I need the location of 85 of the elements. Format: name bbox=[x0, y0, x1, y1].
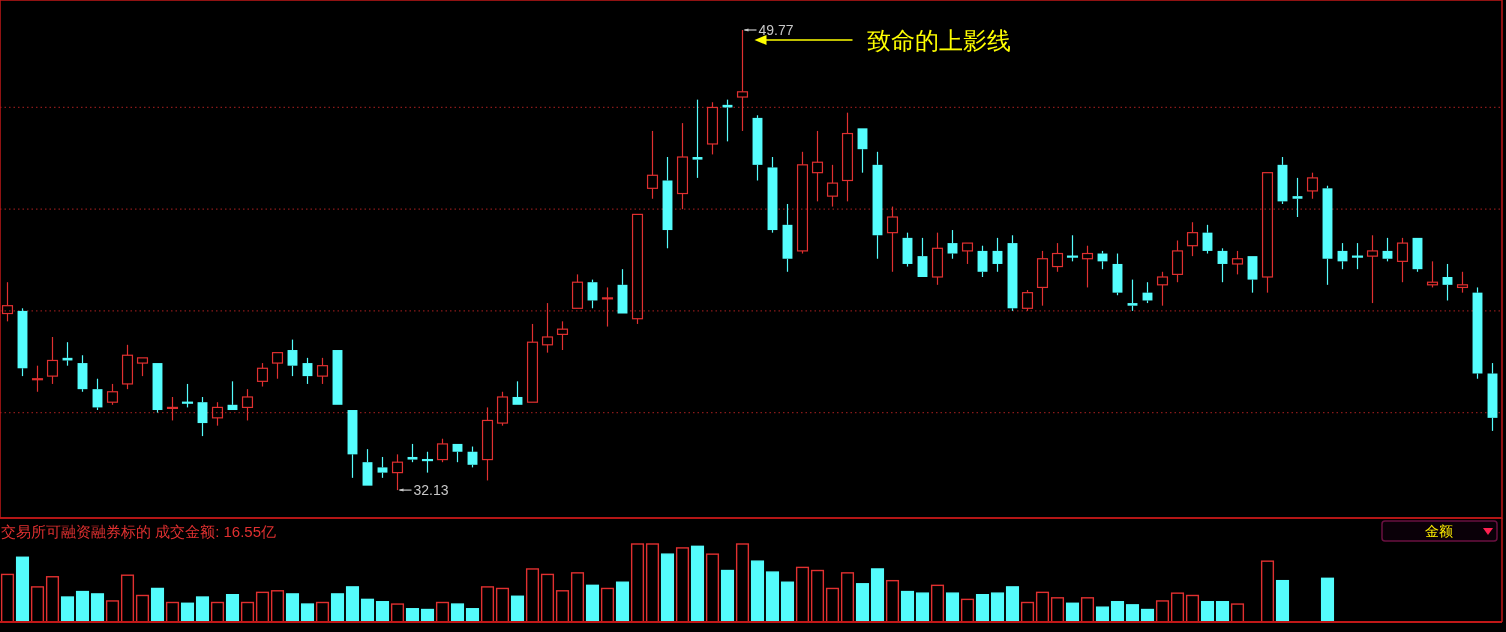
bar bbox=[1125, 604, 1140, 623]
bar bbox=[1050, 597, 1065, 623]
bar bbox=[1110, 601, 1125, 623]
text: 金额 bbox=[1425, 523, 1453, 539]
bar bbox=[795, 566, 810, 623]
bar bbox=[225, 594, 240, 623]
bar bbox=[840, 572, 855, 623]
bar bbox=[915, 592, 930, 623]
bar bbox=[1080, 597, 1095, 623]
bar bbox=[1005, 586, 1020, 623]
bar bbox=[660, 553, 675, 623]
bar bbox=[360, 598, 375, 623]
bar bbox=[375, 601, 390, 623]
bar bbox=[630, 543, 645, 623]
bar bbox=[345, 586, 360, 623]
bar bbox=[735, 543, 750, 623]
bar bbox=[900, 590, 915, 623]
bar bbox=[885, 579, 900, 623]
bar bbox=[450, 603, 465, 623]
bar bbox=[990, 592, 1005, 623]
bar bbox=[30, 586, 45, 623]
bar bbox=[600, 587, 615, 623]
bar bbox=[120, 574, 135, 623]
bar bbox=[0, 573, 15, 623]
bar bbox=[90, 593, 105, 623]
bar bbox=[555, 590, 570, 623]
bar bbox=[60, 596, 75, 623]
bar bbox=[570, 572, 585, 623]
bar bbox=[1155, 600, 1170, 623]
annotation: 32.13 bbox=[413, 482, 449, 499]
bar bbox=[1185, 594, 1200, 623]
bar bbox=[1230, 603, 1245, 623]
bar bbox=[975, 594, 990, 623]
bar bbox=[540, 573, 555, 623]
bar bbox=[690, 545, 705, 623]
bar bbox=[1200, 601, 1215, 623]
bar bbox=[480, 586, 495, 623]
bar bbox=[210, 601, 225, 623]
bar bbox=[675, 547, 690, 623]
bar bbox=[1320, 577, 1335, 623]
bar bbox=[645, 543, 660, 623]
bar bbox=[330, 593, 345, 623]
bar bbox=[945, 592, 960, 623]
bar bbox=[315, 601, 330, 623]
bar bbox=[300, 603, 315, 623]
bar bbox=[615, 581, 630, 623]
bar bbox=[705, 553, 720, 623]
bar bbox=[510, 595, 525, 623]
bar bbox=[285, 593, 300, 623]
bar bbox=[135, 594, 150, 623]
bar bbox=[270, 590, 285, 623]
bar bbox=[15, 556, 30, 623]
bar bbox=[765, 571, 780, 623]
chart-title: 交易所可融资融券标的 成交金额: 16.55亿 bbox=[1, 523, 277, 540]
bar bbox=[1170, 592, 1185, 623]
bar bbox=[150, 587, 165, 623]
bar bbox=[585, 584, 600, 623]
bar bbox=[1215, 601, 1230, 623]
bar bbox=[525, 568, 540, 623]
annotation: 致命的上影线 bbox=[866, 26, 1011, 54]
bar bbox=[165, 601, 180, 623]
bar bbox=[855, 583, 870, 623]
bar bbox=[1275, 579, 1290, 623]
bar bbox=[1095, 606, 1110, 623]
bar bbox=[240, 601, 255, 623]
bar bbox=[750, 560, 765, 623]
bar bbox=[105, 600, 120, 623]
bar bbox=[1020, 601, 1035, 623]
bar bbox=[1035, 591, 1050, 623]
bar bbox=[45, 576, 60, 623]
bar bbox=[780, 581, 795, 623]
bar bbox=[810, 569, 825, 623]
bar bbox=[930, 584, 945, 623]
annotation: 49.77 bbox=[758, 21, 794, 38]
bar bbox=[960, 598, 975, 623]
bar bbox=[1260, 560, 1275, 623]
bar bbox=[75, 590, 90, 623]
bar bbox=[870, 568, 885, 623]
bar bbox=[255, 591, 270, 623]
bar bbox=[720, 569, 735, 623]
bar bbox=[495, 587, 510, 623]
bar bbox=[195, 596, 210, 623]
bar bbox=[390, 603, 405, 623]
bar bbox=[825, 587, 840, 623]
bar bbox=[435, 601, 450, 623]
